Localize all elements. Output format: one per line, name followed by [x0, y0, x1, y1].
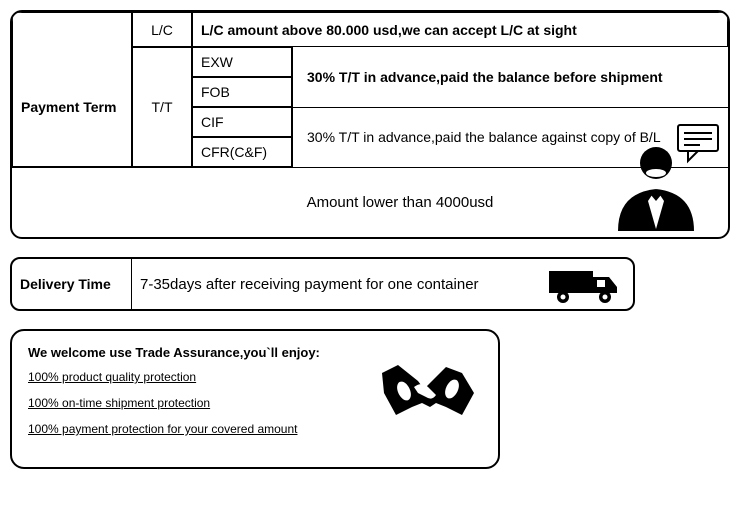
- delivery-time-table: Delivery Time 7-35days after receiving p…: [10, 257, 635, 311]
- payment-term-label-top: [12, 12, 132, 47]
- businessman-icon: [600, 123, 720, 233]
- trade-assurance-box: We welcome use Trade Assurance,you`ll en…: [10, 329, 500, 469]
- lc-method: L/C: [132, 12, 192, 47]
- tt-sub-exw: EXW: [192, 47, 292, 77]
- tt-desc-1: 30% T/T in advance,paid the balance befo…: [292, 47, 728, 108]
- delivery-label: Delivery Time: [12, 259, 132, 309]
- payment-term-label: Payment Term: [12, 47, 132, 167]
- tt-method: T/T: [132, 47, 192, 167]
- tt-sub-cif: CIF: [192, 107, 292, 137]
- payment-term-table: L/C L/C amount above 80.000 usd,we can a…: [10, 10, 730, 239]
- tt-sub-methods: EXW FOB CIF CFR(C&F): [192, 47, 292, 167]
- lc-row: L/C L/C amount above 80.000 usd,we can a…: [12, 12, 728, 47]
- handshake-icon: [374, 345, 484, 440]
- amount-lower-text: Amount lower than 4000usd: [307, 194, 494, 211]
- lc-desc: L/C amount above 80.000 usd,we can accep…: [192, 12, 728, 47]
- tt-sub-cfr: CFR(C&F): [192, 137, 292, 167]
- tt-sub-fob: FOB: [192, 77, 292, 107]
- truck-icon: [547, 267, 627, 305]
